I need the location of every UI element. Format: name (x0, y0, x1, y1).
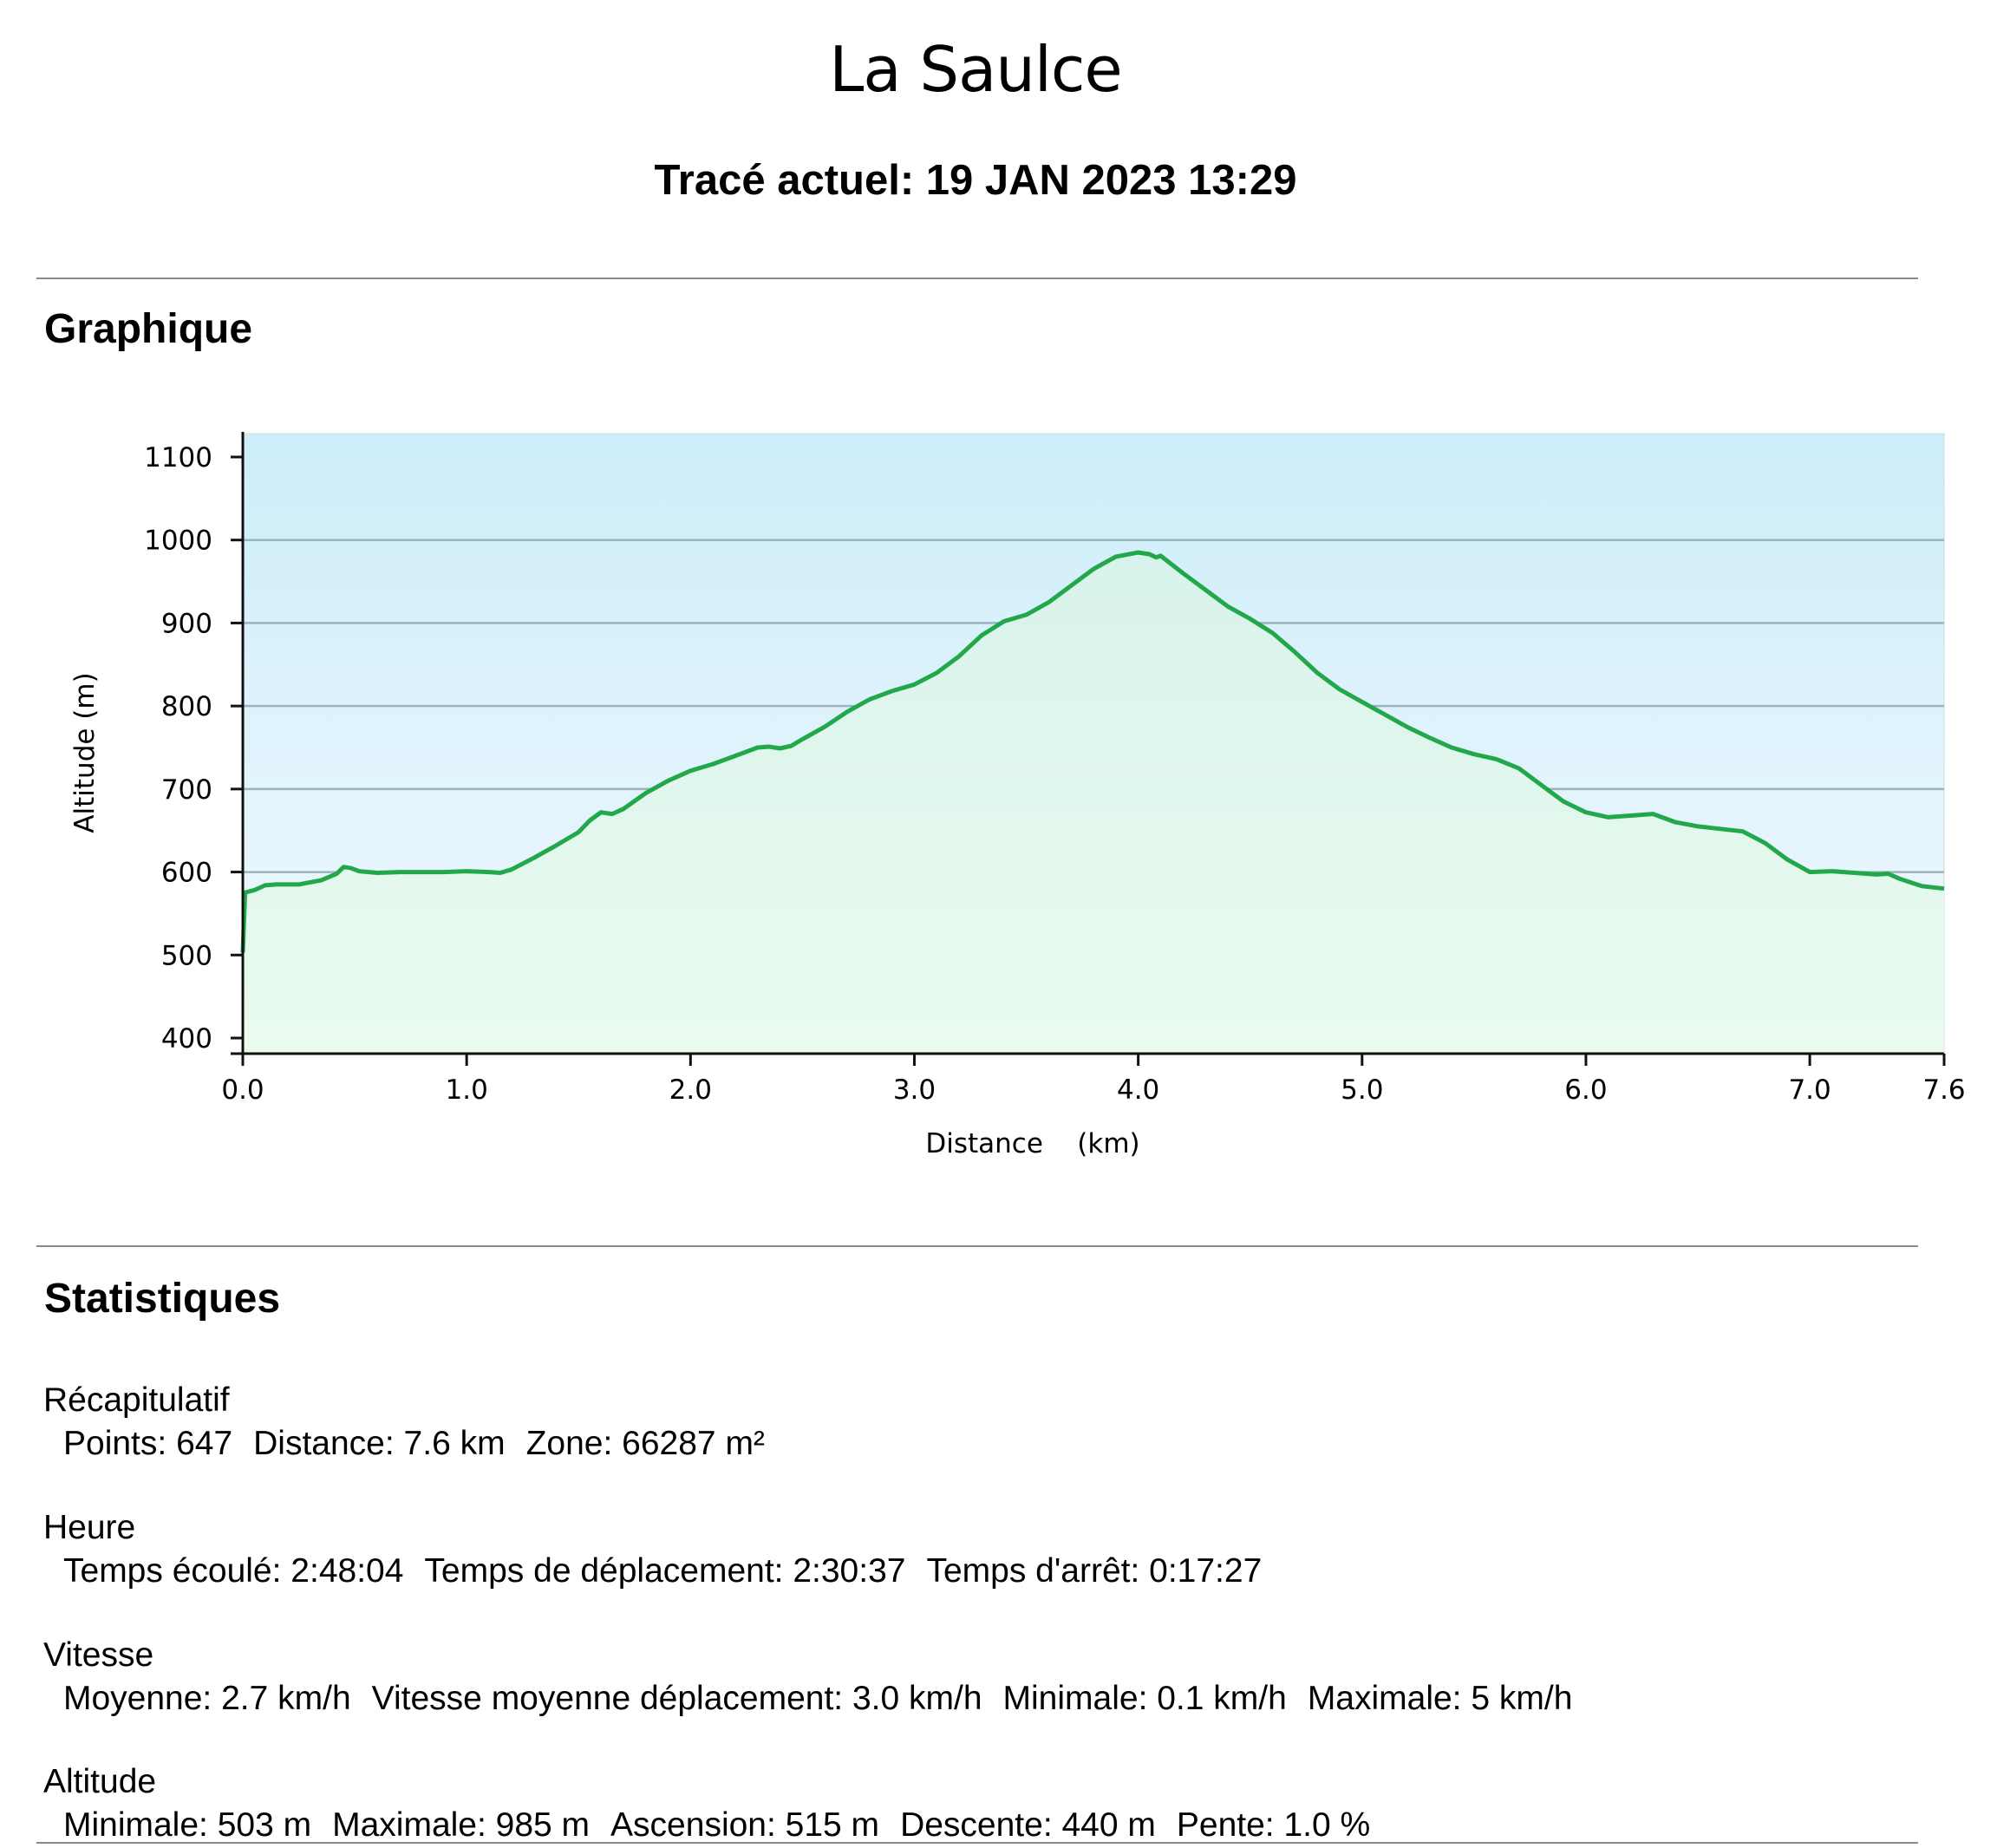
elevation-line (240, 550, 1945, 953)
stats-summary: Récapitulatif Points: 647 Distance: 7.6 k… (43, 1379, 786, 1466)
chart-section-title: Graphique (44, 306, 253, 352)
x-tick-label: 2.0 (669, 1074, 712, 1106)
stats-summary-values: Points: 647 Distance: 7.6 km Zone: 66287 m… (43, 1422, 786, 1466)
stat-item: Temps d'arrêt: 0:17:27 (926, 1552, 1263, 1590)
stats-time-values: Temps écoulé: 2:48:04 Temps de déplacemen… (43, 1550, 1282, 1593)
track-title: Tracé actuel: 19 JAN 2023 13:29 (654, 157, 1297, 204)
y-tick-label: 1000 (144, 526, 212, 557)
stats-altitude-values: Minimale: 503 m Maximale: 985 m Ascension:… (43, 1804, 1391, 1847)
x-tick-label: 0.0 (221, 1074, 264, 1106)
stat-item: Pente: 1.0 % (1176, 1806, 1371, 1844)
stats-speed-values: Moyenne: 2.7 km/h Vitesse moyenne déplace… (43, 1677, 1593, 1721)
stat-item: Minimale: 0.1 km/h (1002, 1680, 1287, 1717)
stat-item: Points: 647 (63, 1425, 233, 1462)
stats-summary-heading: Récapitulatif (43, 1381, 230, 1419)
elevation-chart: 0.0 1.0 2.0 3.0 4.0 5.0 6.0 7.0 7.6 1100 1000 900 80… (69, 432, 1966, 1159)
stat-item: Temps de déplacement: 2:30:37 (424, 1552, 906, 1590)
stat-item: Vitesse moyenne déplacement: 3.0 km/h (371, 1680, 982, 1717)
x-tick-label: 5.0 (1341, 1074, 1383, 1106)
stats-time-heading: Heure (43, 1509, 136, 1546)
stats-altitude: Altitude Minimale: 503 m Maximale: 985 m A… (43, 1760, 1391, 1847)
stat-item: Ascension: 515 m (610, 1806, 880, 1844)
y-tick-label: 500 (161, 940, 212, 971)
divider (36, 1245, 1918, 1247)
y-tick-label: 400 (161, 1023, 212, 1055)
y-tick-label: 600 (161, 858, 212, 889)
stat-item: Moyenne: 2.7 km/h (63, 1680, 351, 1717)
stat-item: Descente: 440 m (900, 1806, 1156, 1844)
x-axis-label: Distance (km) (925, 1128, 1139, 1159)
divider (36, 1842, 1918, 1844)
y-tick-label: 800 (161, 691, 212, 722)
stats-section-title: Statistiques (44, 1276, 281, 1322)
stat-item: Zone: 66287 m² (525, 1425, 765, 1462)
stat-item: Maximale: 5 km/h (1307, 1680, 1573, 1717)
y-tick-label: 1100 (144, 442, 212, 473)
place-title: La Saulce (829, 33, 1122, 106)
stats-time: Heure Temps écoulé: 2:48:04 Temps de dépl… (43, 1506, 1282, 1593)
x-tick-label: 4.0 (1117, 1074, 1159, 1106)
stat-item: Minimale: 503 m (63, 1806, 312, 1844)
y-axis-label: Altitude (m) (69, 672, 101, 833)
stats-speed-heading: Vitesse (43, 1636, 154, 1674)
x-tick-label: 3.0 (893, 1074, 936, 1106)
stat-item: Distance: 7.6 km (253, 1425, 506, 1462)
stat-item: Temps écoulé: 2:48:04 (63, 1552, 404, 1590)
axes (231, 432, 1946, 1066)
x-tick-label: 7.6 (1922, 1074, 1965, 1106)
stats-speed: Vitesse Moyenne: 2.7 km/h Vitesse moyenne… (43, 1634, 1593, 1721)
x-tick-label: 6.0 (1564, 1074, 1607, 1106)
x-tick-label: 7.0 (1788, 1074, 1831, 1106)
y-tick-label: 900 (161, 608, 212, 639)
x-tick-label: 1.0 (446, 1074, 488, 1106)
y-tick-label: 700 (161, 774, 212, 806)
stat-item: Maximale: 985 m (332, 1806, 591, 1844)
tick-labels: 0.0 1.0 2.0 3.0 4.0 5.0 6.0 7.0 7.6 1100 1000 900 80… (144, 442, 1966, 1106)
elevation-area (243, 552, 1944, 1054)
divider (36, 278, 1918, 279)
stats-altitude-heading: Altitude (43, 1763, 157, 1800)
